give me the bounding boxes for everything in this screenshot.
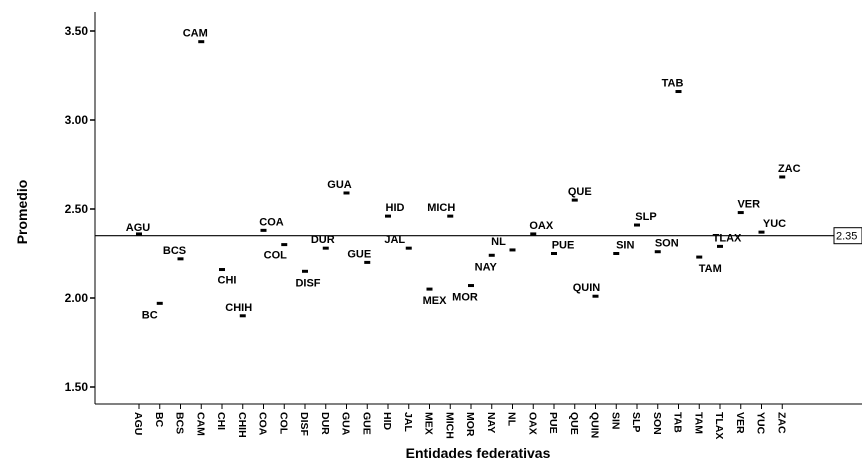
point-label: BC — [142, 309, 158, 321]
x-tick-label: SLP — [630, 412, 642, 432]
reference-label: 2.35 — [836, 231, 857, 243]
point-label: CHI — [218, 275, 237, 287]
point-label: OAX — [529, 220, 554, 232]
x-tick-label: TAM — [692, 412, 704, 434]
x-tick-label: YUC — [755, 412, 767, 435]
point-label: CAM — [183, 28, 208, 40]
point-label: MICH — [427, 202, 455, 214]
x-tick-label: MOR — [464, 412, 476, 437]
x-tick-label: MICH — [443, 412, 455, 439]
point-label: MOR — [452, 292, 478, 304]
x-tick-label: HID — [381, 412, 393, 431]
point-label: QUE — [568, 186, 592, 198]
x-tick-label: COL — [277, 412, 289, 435]
point-label: TLAX — [713, 232, 742, 244]
point-label: JAL — [384, 234, 405, 246]
x-tick-label: BCS — [174, 412, 186, 434]
point-label: DUR — [311, 234, 335, 246]
y-tick-label: 3.00 — [65, 113, 89, 127]
x-tick-label: PUE — [547, 412, 559, 434]
point-label: COL — [264, 250, 288, 262]
point-label: TAM — [699, 263, 722, 275]
point-label: GUE — [347, 248, 371, 260]
point-label: DISF — [295, 277, 320, 289]
point-label: NAY — [475, 261, 498, 273]
x-tick-label: CHI — [215, 412, 227, 430]
x-tick-label: NL — [506, 412, 518, 427]
x-tick-label: QUE — [568, 412, 580, 435]
point-label: SIN — [616, 240, 634, 252]
x-tick-label: ZAC — [775, 412, 787, 434]
point-label: CHIH — [225, 302, 252, 314]
point-label: QUIN — [573, 282, 601, 294]
point-label: PUE — [552, 240, 575, 252]
point-label: ZAC — [778, 163, 801, 175]
x-tick-label: CHIH — [236, 412, 248, 438]
point-label: SON — [655, 238, 679, 250]
x-tick-label: CAM — [194, 412, 206, 436]
y-axis-title: Promedio — [14, 180, 30, 245]
point-label: NL — [491, 236, 506, 248]
point-label: MEX — [423, 295, 448, 307]
reference-label-box — [833, 227, 862, 245]
point-label: TAB — [662, 78, 684, 90]
point-label: SLP — [635, 211, 656, 223]
x-tick-label: OAX — [526, 412, 538, 435]
y-tick-label: 2.50 — [65, 202, 89, 216]
x-tick-label: DUR — [319, 412, 331, 435]
x-tick-label: AGU — [132, 412, 144, 435]
point-label: AGU — [126, 222, 151, 234]
point-label: BCS — [163, 245, 186, 257]
x-tick-label: SIN — [609, 412, 621, 430]
x-tick-label: JAL — [402, 412, 414, 432]
x-tick-label: MEX — [423, 412, 435, 435]
x-tick-label: NAY — [485, 412, 497, 433]
y-tick-label: 2.00 — [65, 291, 89, 305]
x-tick-label: SON — [651, 412, 663, 435]
y-tick-label: 1.50 — [65, 380, 89, 394]
y-tick-label: 3.50 — [65, 24, 89, 38]
x-tick-label: QUIN — [589, 412, 601, 438]
x-tick-label: TAB — [672, 412, 684, 433]
x-tick-label: COA — [257, 412, 269, 436]
point-label: COA — [259, 216, 284, 228]
x-tick-label: GUA — [340, 412, 352, 436]
point-label: VER — [737, 199, 760, 211]
x-axis-title: Entidades federativas — [406, 445, 551, 461]
x-tick-label: DISF — [298, 412, 310, 437]
x-tick-label: BC — [153, 412, 165, 428]
x-tick-label: GUE — [360, 412, 372, 435]
point-label: YUC — [763, 218, 786, 230]
point-label: GUA — [327, 179, 352, 191]
point-label: HID — [386, 202, 405, 214]
x-tick-label: TLAX — [713, 412, 725, 439]
x-tick-label: VER — [734, 412, 746, 434]
